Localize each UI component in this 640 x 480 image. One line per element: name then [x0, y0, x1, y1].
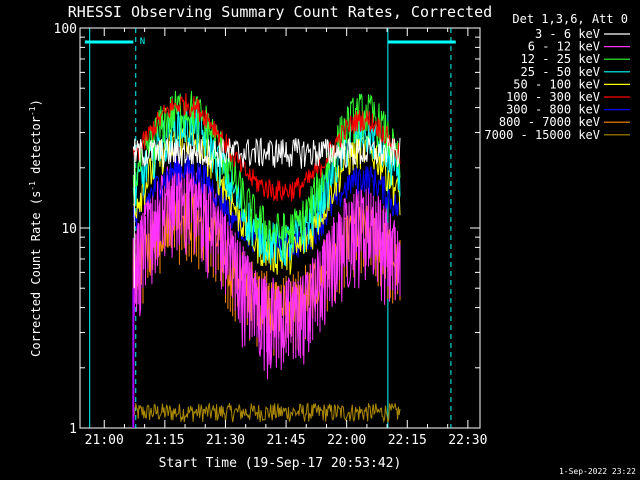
legend-label: 25 - 50 keV: [521, 65, 600, 79]
legend-label: 100 - 300 keV: [506, 90, 600, 104]
legend-header: Det 1,3,6, Att 0: [512, 12, 628, 26]
y-axis-label-end: ): [29, 99, 43, 106]
y-axis-label-mid: detector: [29, 116, 43, 181]
y-tick-label: 1: [69, 422, 77, 437]
legend-label: 800 - 7000 keV: [499, 115, 600, 129]
series-line: [132, 402, 401, 424]
x-tick-label: 22:30: [448, 433, 487, 448]
y-tick-label: 10: [61, 222, 77, 237]
night-bar-label: N: [140, 37, 145, 47]
series-line: [132, 90, 401, 258]
x-tick-label: 21:45: [266, 433, 305, 448]
axes: 21:00 21:15 21:30 21:45 22:00 22:15 22:30 1 10 10…: [54, 22, 488, 448]
legend-label: 6 - 12 keV: [528, 40, 600, 54]
series-line: [132, 105, 401, 267]
y-tick-label: 100: [54, 22, 77, 37]
y-axis-label-sup1: -1: [28, 181, 37, 191]
legend-label: 12 - 25 keV: [521, 52, 600, 66]
legend-label: 50 - 100 keV: [513, 77, 600, 91]
legend-label: 7000 - 15000 keV: [484, 128, 600, 142]
y-axis-label-sup2: -1: [28, 106, 37, 116]
series-line: [132, 136, 401, 169]
y-axis-label: Corrected Count Rate (s-1 detector-1): [28, 99, 43, 357]
plot-frame: [79, 27, 481, 429]
timestamp: 1-Sep-2022 23:22: [559, 467, 636, 476]
x-tick-label: 22:00: [327, 433, 366, 448]
y-axis-label-main: Corrected Count Rate (s: [29, 191, 43, 357]
chart-title: RHESSI Observing Summary Count Rates, Co…: [68, 3, 492, 21]
series-layer: [132, 90, 401, 428]
x-tick-label: 21:30: [206, 433, 245, 448]
legend-label: 3 - 6 keV: [535, 27, 600, 41]
series-spikes: [132, 162, 401, 364]
x-axis-label: Start Time (19-Sep-17 20:53:42): [159, 456, 402, 471]
legend-label: 300 - 800 keV: [506, 103, 600, 117]
marker-lines: N: [84, 28, 456, 428]
x-tick-label: 21:15: [145, 433, 184, 448]
plot-border: [79, 27, 481, 429]
x-tick-label: 21:00: [85, 433, 124, 448]
x-tick-label: 22:15: [388, 433, 427, 448]
series-line: [132, 93, 401, 202]
